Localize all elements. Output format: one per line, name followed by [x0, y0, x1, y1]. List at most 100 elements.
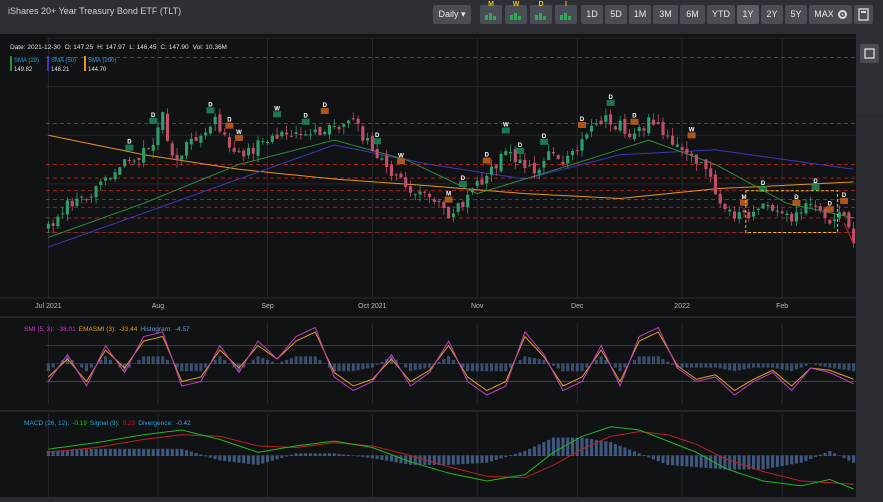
calculator-icon [858, 8, 869, 21]
candle-body [842, 212, 846, 216]
candle-body [361, 126, 365, 141]
macd-hist-bar [280, 455, 284, 458]
range-2y-button[interactable]: 2Y [761, 5, 783, 24]
range-5y-button[interactable]: 5Y [785, 5, 807, 24]
smi-hist-bar [504, 363, 508, 372]
candle [65, 197, 69, 221]
smi-hist-bar [723, 363, 727, 370]
chart-type-d-button[interactable]: D [530, 1, 552, 24]
pattern-marker-label: D [761, 181, 766, 187]
pattern-marker-label: D [828, 201, 833, 207]
candle [361, 124, 365, 145]
candle [351, 112, 355, 121]
macd-hist-bar [799, 455, 803, 463]
pattern-marker: W [396, 153, 405, 165]
range-1m-button[interactable]: 1M [629, 5, 651, 24]
macd-hist-bar [761, 455, 765, 470]
smi-hist-bar [51, 363, 55, 368]
pattern-marker-label: D [151, 113, 156, 119]
candle [137, 157, 141, 168]
candle [661, 117, 665, 140]
interval-dropdown[interactable]: Daily ▾ [433, 5, 471, 24]
smi-hist-bar [599, 356, 603, 364]
range-3m-button[interactable]: 3M [653, 5, 678, 24]
candle-body [828, 219, 832, 224]
smi-hist-bar [408, 363, 413, 372]
calculator-icon-button[interactable] [854, 5, 873, 24]
candle-body [318, 126, 322, 136]
candle [828, 219, 832, 225]
pattern-marker: D [458, 176, 467, 187]
smi-hist-bar [775, 363, 779, 369]
macd-hist-bar [828, 451, 832, 456]
chart-type-m-button[interactable]: M [480, 1, 502, 24]
macd-hist-bar [375, 455, 379, 460]
candle [794, 205, 798, 226]
range-1d-button[interactable]: 1D [581, 5, 603, 24]
candle-body [613, 126, 617, 130]
macd-hist-bar [494, 455, 498, 460]
smi-hist-bar [580, 363, 584, 372]
candle [418, 184, 422, 202]
candle-body [65, 200, 69, 215]
sma29-line [48, 139, 854, 238]
pattern-marker-label: W [503, 123, 509, 129]
macd-hist-bar [747, 455, 751, 470]
chart-type-w-button[interactable]: W [505, 1, 527, 24]
macd-hist-bar [428, 455, 432, 465]
pattern-marker: D [811, 179, 820, 191]
smi-hist-bar [389, 356, 393, 364]
candle-body [818, 205, 822, 211]
chart-type-i-button[interactable]: I [555, 1, 577, 24]
candle-body [404, 177, 408, 188]
macd-hist-bar [771, 455, 775, 468]
candle-body [656, 122, 660, 124]
x-tick-label: Jul 2021 [35, 303, 62, 310]
candle-body [123, 159, 127, 167]
macd-legend-item: -0.42 [176, 420, 191, 427]
square-icon-button[interactable] [860, 44, 879, 63]
range-1y-button[interactable]: 1Y [737, 5, 759, 24]
smi-hist-bar [518, 359, 522, 364]
range-ytd-button[interactable]: YTD [707, 5, 735, 24]
candle-body [261, 141, 265, 143]
macd-hist-bar [242, 455, 246, 464]
macd-hist-bar [685, 455, 689, 467]
smi-hist-bar [266, 359, 270, 364]
range-5d-button[interactable]: 5D [605, 5, 627, 24]
smi-hist-bar [375, 363, 379, 365]
candle [56, 214, 60, 230]
smi-hist-bar [170, 363, 174, 364]
smi-hist-bar [399, 363, 403, 364]
candle-body [423, 191, 427, 193]
smi-hist-bar [447, 356, 451, 364]
pattern-marker-label: D [813, 179, 818, 185]
smi-hist-bar [413, 363, 417, 371]
range-max-button[interactable]: MAX [809, 5, 839, 24]
smi-hist-bar [223, 359, 227, 364]
macd-hist-bar [327, 453, 332, 456]
range-6m-button[interactable]: 6M [680, 5, 705, 24]
smi-hist-bar [213, 359, 217, 364]
pattern-marker-bg [373, 138, 382, 145]
candle [466, 190, 470, 214]
gear-icon-button[interactable] [833, 5, 852, 24]
smi-legend-item: -33.44 [119, 326, 138, 333]
candle-body [75, 198, 79, 206]
smi-hist-bar [470, 363, 474, 372]
macd-hist-bar [385, 455, 389, 461]
candle [46, 220, 50, 233]
macd-hist-bar [594, 439, 598, 456]
smi-hist-bar [251, 359, 255, 364]
candle-body [537, 169, 541, 174]
candle [142, 140, 146, 168]
macd-hist-bar [332, 453, 336, 456]
smi-hist-bar [651, 356, 656, 364]
x-tick-label: Sep [261, 303, 274, 310]
candle-body [699, 162, 703, 164]
smi-hist-bar [661, 359, 665, 364]
smi-hist-bar [256, 356, 260, 364]
candle [194, 131, 198, 141]
